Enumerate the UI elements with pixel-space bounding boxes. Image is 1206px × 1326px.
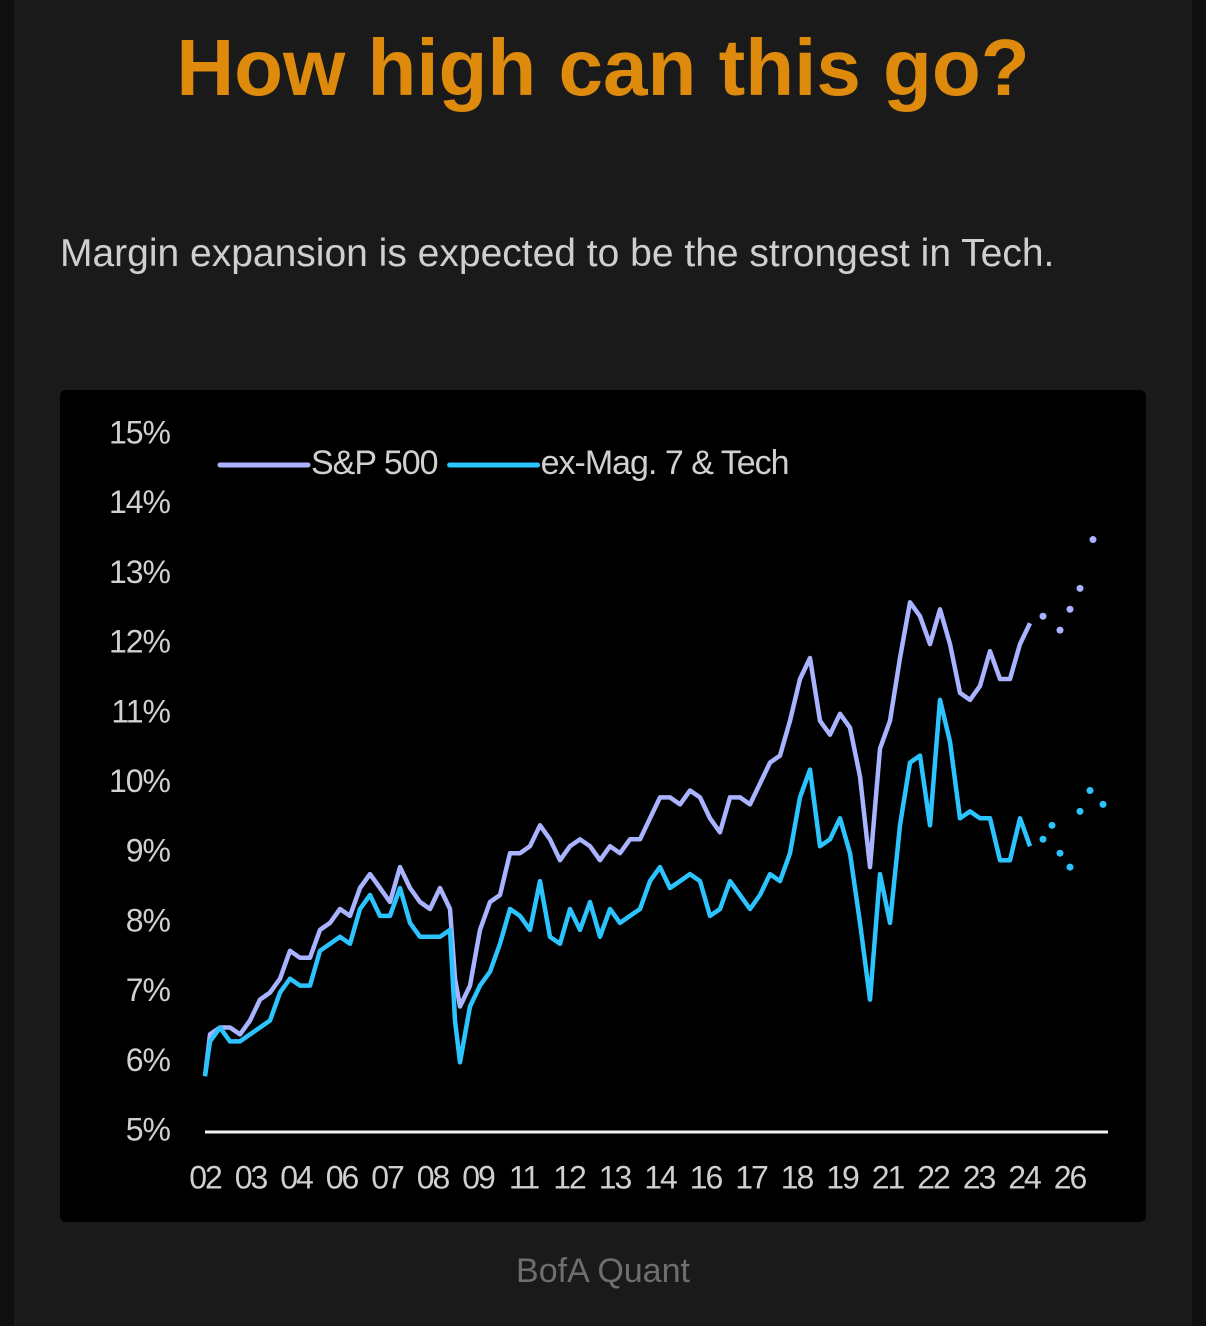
y-tick-label: 6%: [126, 1042, 171, 1078]
forecast-dot: [1048, 821, 1056, 829]
y-tick-label: 9%: [126, 833, 171, 869]
y-tick-label: 11%: [111, 693, 170, 729]
y-tick-label: 8%: [126, 902, 171, 938]
x-tick-label: 24: [1008, 1159, 1041, 1195]
x-tick-label: 19: [826, 1159, 859, 1195]
y-tick-label: 7%: [126, 972, 171, 1008]
y-tick-label: 14%: [109, 484, 171, 520]
x-tick-label: 14: [644, 1159, 677, 1195]
legend-label: ex-Mag. 7 & Tech: [541, 444, 789, 482]
x-tick-label: 06: [326, 1159, 359, 1195]
x-tick-label: 12: [553, 1159, 586, 1195]
x-tick-label: 07: [371, 1159, 404, 1195]
x-tick-label: 03: [235, 1159, 268, 1195]
chart: 15% 14% 13% 12% 11% 10% 9% 8% 7% 6% 5% 02 03 04 06 07 08…: [60, 390, 1146, 1222]
forecast-dot: [1076, 584, 1084, 592]
title: How high can this go?: [176, 23, 1030, 112]
forecast-dot: [1086, 786, 1094, 794]
forecast-dot: [1056, 849, 1064, 857]
forecast-dot: [1066, 605, 1074, 613]
chart-panel: [60, 390, 1146, 1222]
x-tick-label: 13: [599, 1159, 632, 1195]
x-tick-label: 16: [690, 1159, 723, 1195]
series-line: [202, 600, 1033, 1077]
subtitle: Margin expansion is expected to be the s…: [60, 232, 1055, 275]
x-tick-label: 18: [781, 1159, 814, 1195]
source: BofA Quant: [516, 1252, 690, 1290]
legend-label: S&P 500: [311, 444, 438, 482]
forecast-dot: [1039, 835, 1047, 843]
x-tick-label: 26: [1054, 1159, 1087, 1195]
x-tick-label: 17: [735, 1159, 768, 1195]
forecast-dot: [1066, 863, 1074, 871]
forecast-dot: [1039, 612, 1047, 620]
x-tick-label: 11: [509, 1159, 539, 1195]
page: How high can this go? Margin expansion i…: [14, 0, 1192, 1326]
x-tick-label: 23: [963, 1159, 996, 1195]
x-tick-label: 21: [872, 1159, 905, 1195]
forecast-dot: [1099, 800, 1107, 808]
y-tick-label: 15%: [109, 414, 171, 450]
x-tick-label: 02: [189, 1159, 222, 1195]
y-tick-label: 10%: [109, 763, 171, 799]
y-tick-label: 13%: [109, 554, 171, 590]
series-line: [202, 697, 1033, 1077]
x-tick-label: 09: [462, 1159, 495, 1195]
forecast-dot: [1076, 807, 1084, 815]
x-tick-label: 04: [280, 1159, 313, 1195]
x-tick-label: 08: [417, 1159, 450, 1195]
y-tick-label: 5%: [126, 1111, 171, 1147]
forecast-dot: [1089, 536, 1097, 544]
y-tick-label: 12%: [109, 624, 171, 660]
x-tick-label: 22: [917, 1159, 950, 1195]
forecast-dot: [1056, 626, 1064, 634]
